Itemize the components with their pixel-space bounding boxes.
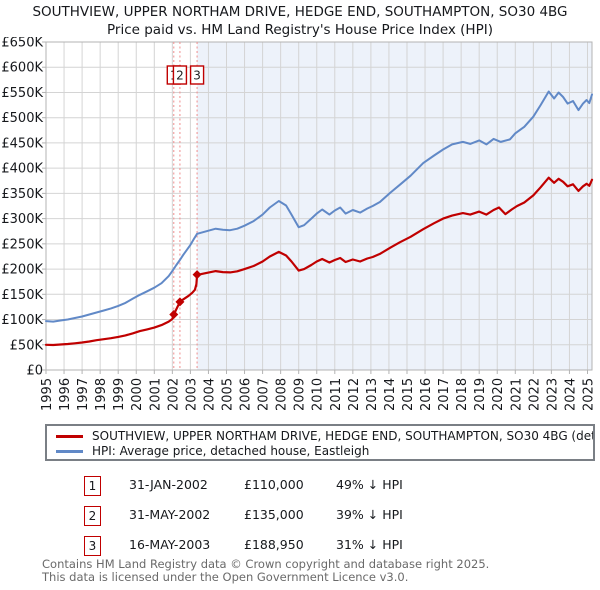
copyright-footer: Contains HM Land Registry data © Crown c…	[42, 558, 489, 583]
sale-price: £110,000	[244, 477, 304, 492]
plot-border	[45, 41, 593, 371]
x-axis-label: 2011	[329, 378, 344, 411]
x-axis-label: 2017	[437, 378, 452, 411]
sale-date: 31-JAN-2002	[129, 477, 208, 492]
y-axis-label: £250K	[1, 237, 43, 252]
sale-hpi-delta: 39% ↓ HPI	[336, 507, 403, 522]
table-row-sale-1: 1 31-JAN-2002 £110,000 49% ↓ HPI	[84, 476, 600, 496]
y-axis-label: £200K	[1, 263, 43, 278]
sale-date: 16-MAY-2003	[129, 537, 211, 552]
x-axis-label: 1995	[40, 378, 55, 411]
sale-hpi-delta: 49% ↓ HPI	[336, 477, 403, 492]
sale-price: £188,950	[244, 537, 304, 552]
table-row-sale-3: 3 16-MAY-2003 £188,950 31% ↓ HPI	[84, 536, 600, 556]
sale-marker-diamond	[175, 297, 185, 307]
chart-title: SOUTHVIEW, UPPER NORTHAM DRIVE, HEDGE EN…	[32, 4, 568, 20]
y-axis-label: £0	[26, 364, 43, 379]
y-axis-label: £650K	[1, 37, 43, 51]
x-axis-label: 2022	[527, 378, 542, 411]
x-axis-label: 2018	[455, 378, 470, 411]
x-axis-label: 2003	[184, 378, 199, 411]
legend-label-property: SOUTHVIEW, UPPER NORTHAM DRIVE, HEDGE EN…	[92, 429, 593, 443]
sale-price: £135,000	[244, 507, 304, 522]
x-axis-label: 2002	[166, 378, 181, 411]
hpi-projection-shading	[197, 42, 592, 370]
price-vs-hpi-chart: £0 £50K £100K £150K £200K £250K £300K £350K £400…	[1, 37, 596, 411]
sale-number-badge: 3	[84, 536, 101, 556]
x-axis-label: 2008	[275, 378, 290, 411]
x-axis-label: 2025	[581, 378, 596, 411]
sale-number-box-label: 3	[193, 69, 201, 83]
sale-number-box-label: 2	[176, 69, 184, 83]
x-axis-label: 1998	[94, 378, 109, 411]
y-axis-label: £400K	[1, 162, 43, 177]
sale-number-badge: 1	[84, 476, 101, 496]
x-axis-label: 2023	[545, 378, 560, 411]
sale-number-box	[189, 65, 205, 85]
legend-item-property: SOUTHVIEW, UPPER NORTHAM DRIVE, HEDGE EN…	[56, 429, 593, 444]
chart-subtitle: Price paid vs. HM Land Registry's House …	[107, 22, 493, 38]
y-axis-label: £150K	[1, 288, 43, 303]
legend-item-hpi: HPI: Average price, detached house, East…	[56, 444, 593, 459]
sale-marker-diamond	[169, 309, 179, 319]
sale-number-box	[172, 65, 188, 85]
x-axis-label: 2010	[311, 378, 326, 411]
x-axis-label: 2016	[419, 378, 434, 411]
x-axis-label: 2000	[130, 378, 145, 411]
y-axis-label: £100K	[1, 313, 43, 328]
x-axis-label: 2015	[401, 378, 416, 411]
blue-line-sample	[56, 450, 83, 453]
y-axis-label: £450K	[1, 136, 43, 151]
x-axis-label: 1999	[112, 378, 127, 411]
y-axis-label: £350K	[1, 187, 43, 202]
hpi-line	[45, 90, 593, 323]
x-axis-label: 1996	[58, 378, 73, 411]
legend-label-hpi: HPI: Average price, detached house, East…	[92, 444, 370, 458]
x-axis-label: 1997	[76, 378, 91, 411]
y-axis-label: £600K	[1, 61, 43, 76]
x-axis-label: 2004	[202, 378, 217, 411]
footer-line-1: Contains HM Land Registry data © Crown c…	[42, 557, 490, 571]
x-axis-label: 2021	[509, 378, 524, 411]
y-axis-label: £50K	[10, 338, 44, 353]
x-axis-label: 2013	[365, 378, 380, 411]
x-axis-label: 2005	[220, 378, 235, 411]
x-axis-label: 2014	[383, 378, 398, 411]
table-row-sale-2: 2 31-MAY-2002 £135,000 39% ↓ HPI	[84, 506, 600, 526]
x-axis-label: 2007	[257, 378, 272, 411]
x-axis-label: 2020	[491, 378, 506, 411]
sale-marker-diamond	[192, 270, 202, 280]
sale-date: 31-MAY-2002	[129, 507, 211, 522]
chart-legend: SOUTHVIEW, UPPER NORTHAM DRIVE, HEDGE EN…	[45, 424, 595, 461]
x-axis-label: 2024	[563, 378, 578, 411]
x-axis-label: 2006	[239, 378, 254, 411]
sale-hpi-delta: 31% ↓ HPI	[336, 537, 403, 552]
y-axis-label: £550K	[1, 86, 43, 101]
y-axis-label: £500K	[1, 111, 43, 126]
x-axis-label: 2001	[148, 378, 163, 411]
x-axis-label: 2012	[347, 378, 362, 411]
y-axis-label: £300K	[1, 212, 43, 227]
red-line-sample	[56, 435, 83, 438]
x-axis-label: 2019	[473, 378, 488, 411]
property-price-line	[44, 176, 594, 347]
footer-line-2: This data is licensed under the Open Gov…	[42, 569, 409, 584]
sale-number-badge: 2	[84, 506, 101, 526]
x-axis-label: 2009	[293, 378, 308, 411]
